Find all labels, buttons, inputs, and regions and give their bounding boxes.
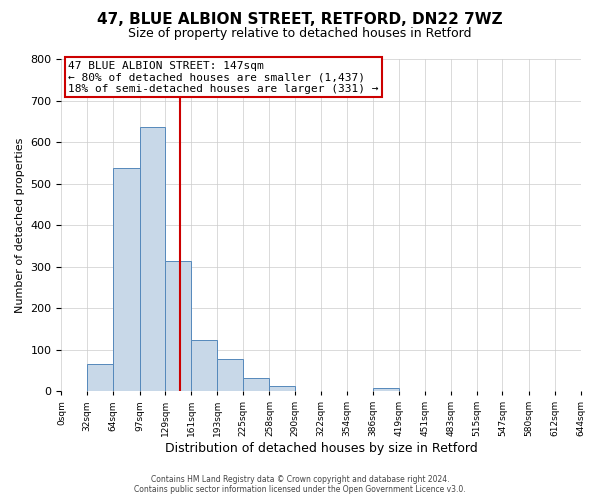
Bar [113,168,140,391]
Text: 47 BLUE ALBION STREET: 147sqm
← 80% of detached houses are smaller (1,437)
18% o: 47 BLUE ALBION STREET: 147sqm ← 80% of d… [68,60,379,94]
X-axis label: Distribution of detached houses by size in Retford: Distribution of detached houses by size … [164,442,478,455]
Bar [140,128,166,391]
Text: Contains HM Land Registry data © Crown copyright and database right 2024.
Contai: Contains HM Land Registry data © Crown c… [134,474,466,494]
Bar [217,359,243,391]
Bar [269,386,295,391]
Bar [87,364,113,391]
Y-axis label: Number of detached properties: Number of detached properties [15,138,25,312]
Text: 47, BLUE ALBION STREET, RETFORD, DN22 7WZ: 47, BLUE ALBION STREET, RETFORD, DN22 7W… [97,12,503,28]
Bar [166,261,191,391]
Bar [243,378,269,391]
Text: Size of property relative to detached houses in Retford: Size of property relative to detached ho… [128,28,472,40]
Bar [191,340,217,391]
Bar [373,388,399,391]
